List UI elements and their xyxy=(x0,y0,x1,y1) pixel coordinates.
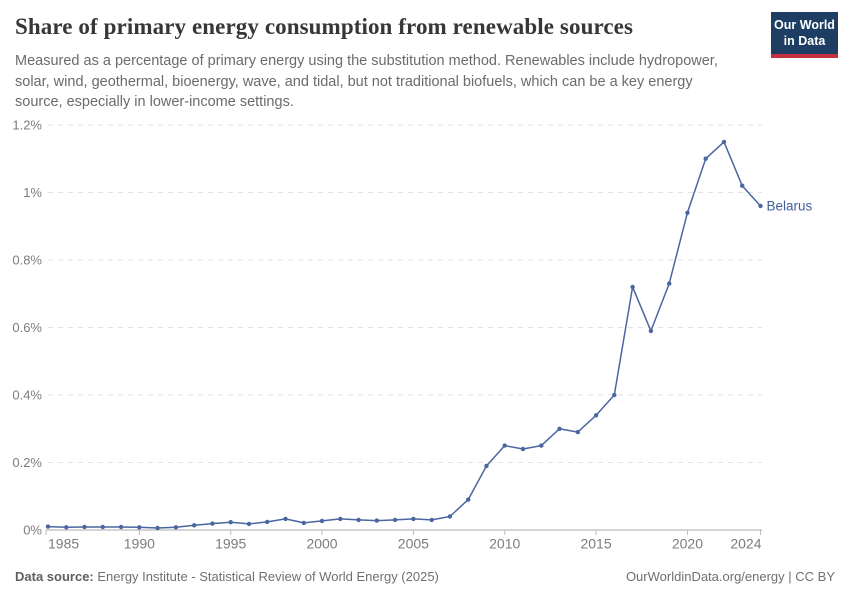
y-axis-tick-label: 0% xyxy=(23,523,42,538)
data-point-marker[interactable] xyxy=(612,392,617,398)
data-source-label: Data source: xyxy=(15,569,94,584)
data-point-marker[interactable] xyxy=(137,525,142,530)
data-point-marker[interactable] xyxy=(447,514,453,519)
data-point-marker[interactable] xyxy=(155,525,160,531)
data-point-marker[interactable] xyxy=(557,426,562,431)
data-point-marker[interactable] xyxy=(319,518,325,524)
data-point-marker[interactable] xyxy=(667,281,672,286)
data-point-marker[interactable] xyxy=(356,517,361,523)
data-point-marker[interactable] xyxy=(118,524,124,530)
data-point-marker[interactable] xyxy=(539,443,544,448)
data-point-marker[interactable] xyxy=(484,463,489,469)
x-axis-tick-label: 1985 xyxy=(48,536,79,552)
data-source-text: Energy Institute - Statistical Review of… xyxy=(93,569,439,584)
data-point-marker[interactable] xyxy=(502,443,507,448)
data-point-marker[interactable] xyxy=(374,518,379,523)
data-point-marker[interactable] xyxy=(192,523,197,528)
data-point-marker[interactable] xyxy=(392,517,398,523)
data-point-marker[interactable] xyxy=(758,203,763,209)
y-axis-tick-label: 0.8% xyxy=(12,253,42,268)
data-point-marker[interactable] xyxy=(721,139,727,145)
x-axis-tick-label: 2020 xyxy=(672,536,703,552)
data-point-marker[interactable] xyxy=(228,520,233,525)
data-point-marker[interactable] xyxy=(338,516,343,522)
data-point-marker[interactable] xyxy=(429,517,434,523)
data-source-note: Data source: Energy Institute - Statisti… xyxy=(15,569,439,584)
y-axis-tick-label: 0.2% xyxy=(12,455,42,470)
data-point-marker[interactable] xyxy=(411,516,416,522)
page-title: Share of primary energy consumption from… xyxy=(15,14,634,39)
data-point-marker[interactable] xyxy=(466,497,471,502)
owid-logo-line2: in Data xyxy=(783,33,826,48)
x-axis-tick-label: 2024 xyxy=(730,536,761,552)
data-point-marker[interactable] xyxy=(648,328,654,334)
data-point-marker[interactable] xyxy=(575,429,580,435)
x-axis-tick-label: 2000 xyxy=(306,536,337,552)
data-point-marker[interactable] xyxy=(246,521,252,527)
x-axis-tick-label: 2015 xyxy=(580,536,611,552)
x-axis-tick-label: 1990 xyxy=(124,536,155,552)
y-axis-tick-label: 1% xyxy=(23,185,42,200)
owid-logo-line1: Our World xyxy=(774,18,835,32)
data-point-marker[interactable] xyxy=(685,210,690,215)
data-point-marker[interactable] xyxy=(283,516,288,522)
data-point-marker[interactable] xyxy=(64,525,69,530)
chart-footer: Data source: Energy Institute - Statisti… xyxy=(15,569,835,584)
data-point-marker[interactable] xyxy=(593,413,599,418)
y-axis-tick-label: 0.4% xyxy=(12,388,42,403)
data-point-marker[interactable] xyxy=(45,524,51,529)
owid-url-link[interactable]: OurWorldinData.org/energy | CC BY xyxy=(625,569,835,584)
chart-subtitle: Measured as a percentage of primary ener… xyxy=(15,53,718,110)
data-point-marker[interactable] xyxy=(210,521,215,526)
data-point-marker[interactable] xyxy=(703,156,708,161)
data-point-marker[interactable] xyxy=(100,524,106,530)
x-axis-tick-label: 2010 xyxy=(489,536,520,552)
data-line-belarus[interactable] xyxy=(47,141,762,529)
data-point-marker[interactable] xyxy=(520,446,526,452)
x-axis-tick-label: 2005 xyxy=(398,536,429,552)
entity-label-belarus[interactable]: Belarus xyxy=(767,199,813,214)
data-point-marker[interactable] xyxy=(265,519,270,525)
y-axis-tick-label: 0.6% xyxy=(12,320,42,335)
y-axis-tick-label: 1.2% xyxy=(12,118,42,133)
line-chart[interactable]: 0% 0.2% 0.4% 0.6% 0.8% 1% 1.2% 1985 1990 1995 2000… xyxy=(0,110,850,560)
data-point-marker[interactable] xyxy=(630,284,635,290)
data-point-marker[interactable] xyxy=(301,520,306,526)
owid-logo[interactable]: Our World in Data xyxy=(771,12,838,58)
x-axis-tick-label: 1995 xyxy=(215,536,246,552)
data-point-marker[interactable] xyxy=(82,524,87,530)
data-point-marker[interactable] xyxy=(740,183,745,188)
data-point-marker[interactable] xyxy=(173,525,179,530)
